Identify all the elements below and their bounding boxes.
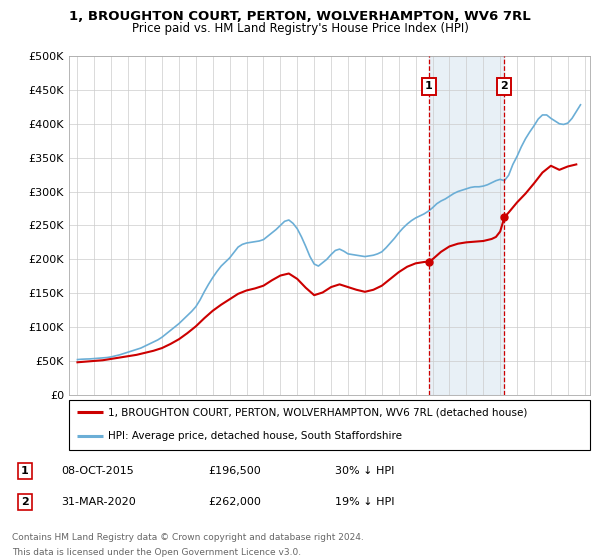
Text: Price paid vs. HM Land Registry's House Price Index (HPI): Price paid vs. HM Land Registry's House … xyxy=(131,22,469,35)
Text: 30% ↓ HPI: 30% ↓ HPI xyxy=(335,466,394,476)
Text: £196,500: £196,500 xyxy=(208,466,260,476)
Text: HPI: Average price, detached house, South Staffordshire: HPI: Average price, detached house, Sout… xyxy=(108,431,402,441)
Text: This data is licensed under the Open Government Licence v3.0.: This data is licensed under the Open Gov… xyxy=(12,548,301,557)
Text: 2: 2 xyxy=(500,82,508,91)
Text: 2: 2 xyxy=(21,497,29,507)
Bar xyxy=(428,56,505,395)
Text: £262,000: £262,000 xyxy=(208,497,261,507)
Text: Contains HM Land Registry data © Crown copyright and database right 2024.: Contains HM Land Registry data © Crown c… xyxy=(12,533,364,542)
FancyBboxPatch shape xyxy=(69,400,590,450)
Text: 1, BROUGHTON COURT, PERTON, WOLVERHAMPTON, WV6 7RL (detached house): 1, BROUGHTON COURT, PERTON, WOLVERHAMPTO… xyxy=(108,407,527,417)
Text: 1: 1 xyxy=(21,466,29,476)
Text: 08-OCT-2015: 08-OCT-2015 xyxy=(61,466,134,476)
Text: 19% ↓ HPI: 19% ↓ HPI xyxy=(335,497,394,507)
Text: 1: 1 xyxy=(425,82,433,91)
Text: 1, BROUGHTON COURT, PERTON, WOLVERHAMPTON, WV6 7RL: 1, BROUGHTON COURT, PERTON, WOLVERHAMPTO… xyxy=(69,10,531,23)
Text: 31-MAR-2020: 31-MAR-2020 xyxy=(61,497,136,507)
